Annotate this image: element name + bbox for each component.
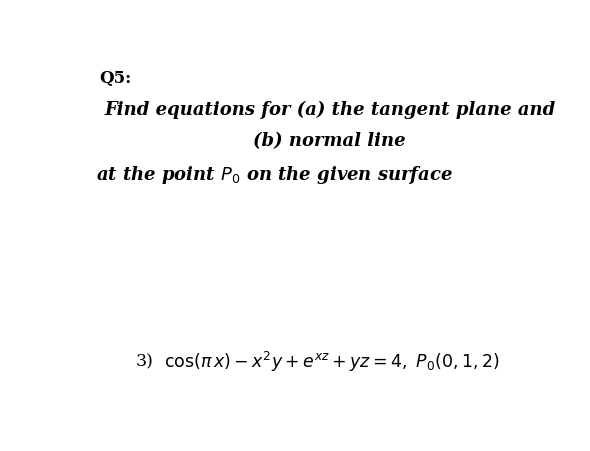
- Text: 3): 3): [136, 353, 154, 370]
- Text: Find equations for (a) the tangent plane and: Find equations for (a) the tangent plane…: [104, 101, 555, 119]
- Text: at the point $P_0$ on the given surface: at the point $P_0$ on the given surface: [96, 164, 454, 185]
- Text: (b) normal line: (b) normal line: [254, 132, 406, 150]
- Text: Q5:: Q5:: [99, 70, 131, 87]
- Text: $\mathrm{cos}(\pi\, x) - x^2y + e^{xz} + yz = 4,\ P_0(0,1,2)$: $\mathrm{cos}(\pi\, x) - x^2y + e^{xz} +…: [164, 350, 500, 373]
